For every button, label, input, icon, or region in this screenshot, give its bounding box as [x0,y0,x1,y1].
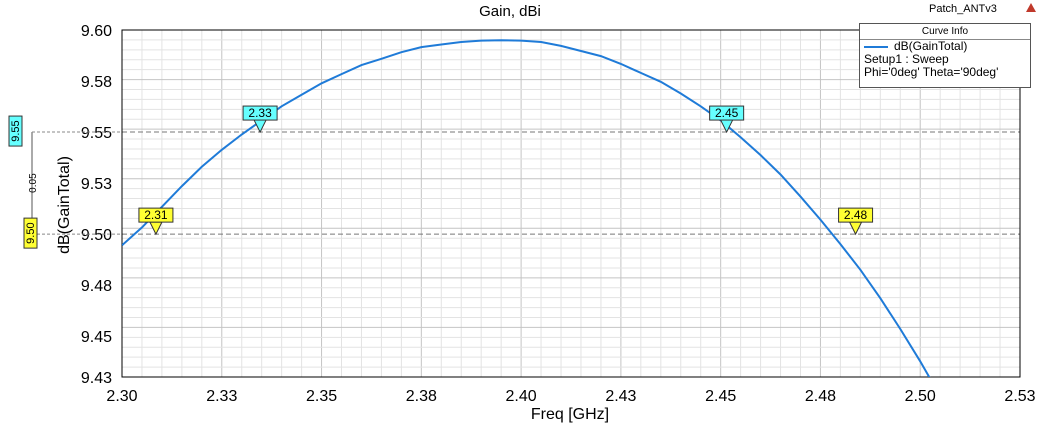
delta-marker: 9.55 9.50 0.05 [8,115,122,249]
legend-header: Curve Info [860,24,1030,40]
x-tick-label: 2.43 [605,388,636,405]
grid [122,30,1020,377]
delta-bottom-box [23,217,38,249]
marker-triangle [253,119,267,134]
legend-angles: Phi='0deg' Theta='90deg' [864,65,999,79]
delta-top-label: 9.55 [10,120,22,141]
marker-label-box [138,207,174,223]
x-tick-label: 2.53 [1004,388,1035,405]
legend-series-row[interactable]: dB(GainTotal) [860,40,1030,53]
x-tick-label: 2.38 [406,388,437,405]
delta-bottom-label: 9.50 [25,222,37,243]
marker-label: 2.45 [715,106,739,120]
y-tick-label: 9.58 [81,74,112,91]
y-tick-label: 9.45 [81,329,112,346]
y-tick-label: 9.50 [81,227,112,244]
x-tick-label: 2.50 [905,388,936,405]
x-tick-label: 2.40 [506,388,537,405]
y-tick-label: 9.60 [81,23,112,40]
x-tick-labels: 2.30 2.33 2.35 2.38 2.40 2.43 2.45 2.48 2.50 2.53 [106,388,1035,405]
project-name: Patch_ANTv3 [929,3,997,15]
y-tick-label: 9.53 [81,176,112,193]
x-tick-label: 2.30 [106,388,137,405]
y-tick-labels: 9.43 9.45 9.48 9.50 9.53 9.55 9.58 9.60 [81,23,112,387]
marker-label: 2.33 [248,106,272,120]
x-tick-label: 2.33 [206,388,237,405]
marker-2.31: 2.31 [138,207,174,236]
markers: 2.31 2.33 2.45 2.48 [138,105,874,236]
delta-value-label: 0.05 [28,173,39,193]
legend-setup: Setup1 : Sweep [864,52,949,66]
marker-2.33: 2.33 [242,105,278,134]
marker-label-box [709,105,745,121]
marker-label: 2.48 [844,208,868,222]
plot-frame [121,29,1021,378]
y-tick-label: 9.43 [81,370,112,387]
curve-info-legend[interactable]: Curve Info dB(GainTotal) Setup1 : Sweep … [859,23,1031,88]
marker-label-box [242,105,278,121]
x-tick-label: 2.35 [306,388,337,405]
chart-title: Gain, dBi [479,3,541,20]
reference-lines [122,131,1020,235]
legend-series-name: dB(GainTotal) [894,39,968,53]
x-tick-label: 2.48 [805,388,836,405]
marker-label: 2.31 [144,208,168,222]
y-axis-label: dB(GainTotal) [56,156,73,254]
ansys-logo-icon [1026,3,1036,12]
x-axis-label: Freq [GHz] [531,406,609,423]
x-tick-label: 2.45 [705,388,736,405]
marker-label-box [838,207,874,223]
marker-2.48: 2.48 [838,207,874,236]
legend-line-swatch [864,45,888,48]
y-tick-label: 9.48 [81,278,112,295]
y-tick-label: 9.55 [81,125,112,142]
marker-2.45: 2.45 [709,105,745,134]
delta-top-box [8,115,23,147]
